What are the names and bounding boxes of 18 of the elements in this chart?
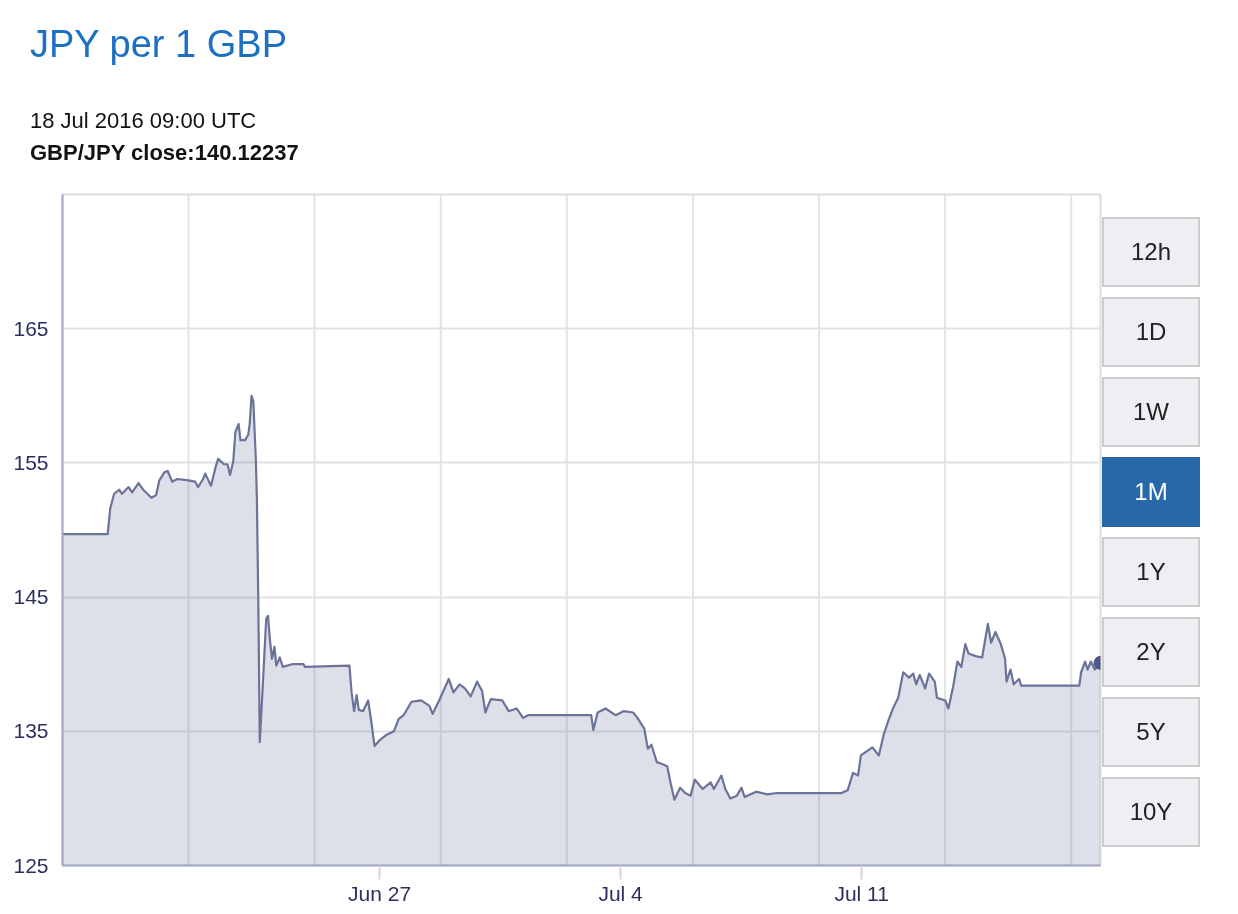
chart-subtitle: 18 Jul 2016 09:00 UTC GBP/JPY close:140.12237 [30,107,299,167]
text: 1W [1102,377,1200,447]
text: 1Y [1102,537,1200,607]
x-tick-label: Jul 11 [834,881,889,905]
chart-title: JPY per 1 GBP [30,22,287,66]
text: 12h [1102,217,1200,287]
text: 1D [1102,297,1200,367]
x-tick-label: Jul 4 [598,881,644,905]
y-tick-label: 145 [13,585,49,609]
y-tick-label: 155 [13,450,49,474]
x-tick-label: Jun 27 [348,881,412,905]
text: 10Y [1102,777,1200,847]
y-tick-label: 135 [13,719,49,743]
text: 5Y [1102,697,1200,767]
text: 2Y [1102,617,1200,687]
y-tick-label: 165 [13,316,49,340]
y-tick-label: 125 [13,853,49,877]
text: 1M [1102,457,1200,527]
